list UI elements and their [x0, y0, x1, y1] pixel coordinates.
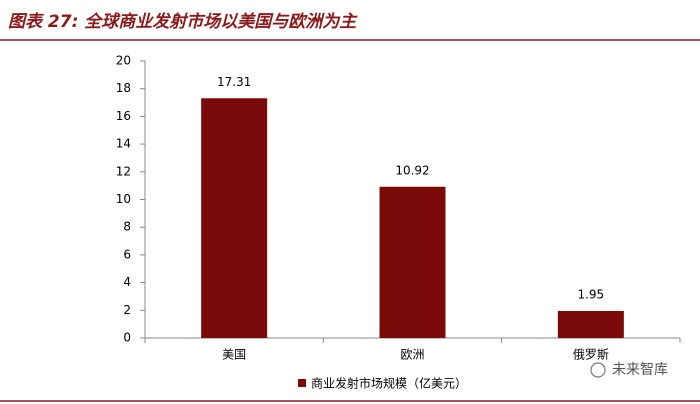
- x-tick-label: 美国: [222, 348, 246, 362]
- y-tick-label: 2: [123, 303, 131, 317]
- y-tick-label: 0: [123, 331, 131, 345]
- y-tick-label: 6: [123, 247, 131, 261]
- legend-label: 商业发射市场规模（亿美元）: [311, 376, 467, 391]
- data-label: 10.92: [395, 163, 429, 177]
- y-tick-label: 20: [116, 54, 131, 68]
- watermark: 未来智库: [612, 362, 668, 378]
- chart-title: 图表 27: 全球商业发射市场以美国与欧洲为主: [8, 12, 358, 32]
- watermark-icon: [590, 362, 606, 378]
- data-label: 1.95: [577, 287, 604, 301]
- x-tick-label: 欧洲: [400, 348, 424, 362]
- y-tick-label: 10: [116, 192, 131, 206]
- y-tick-label: 8: [123, 220, 131, 234]
- y-tick-label: 12: [116, 164, 131, 178]
- y-tick-label: 14: [116, 137, 131, 151]
- bar: [379, 186, 446, 338]
- data-label: 17.31: [217, 75, 251, 89]
- y-tick-label: 16: [116, 109, 131, 123]
- x-tick-label: 俄罗斯: [573, 348, 609, 362]
- bar: [557, 310, 624, 338]
- legend-swatch: [298, 379, 306, 387]
- y-tick-label: 18: [116, 81, 131, 95]
- y-tick-label: 4: [123, 275, 131, 289]
- bar: [201, 98, 268, 338]
